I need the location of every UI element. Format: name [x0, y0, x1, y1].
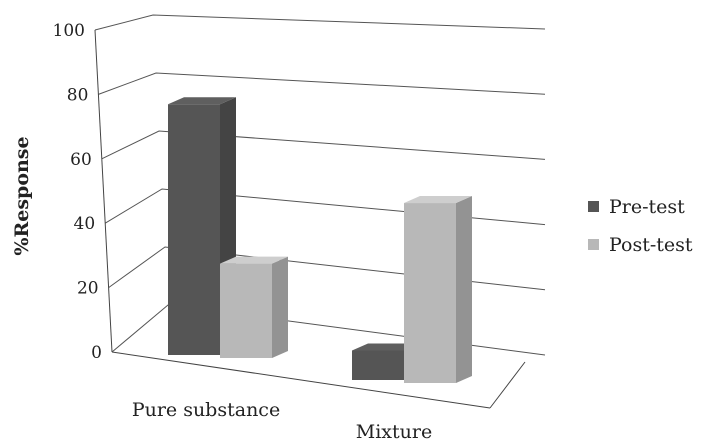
axes — [94, 29, 526, 409]
y-tick-label: 60 — [70, 150, 92, 170]
y-tick-label: 20 — [77, 279, 99, 299]
bar-pre-1-top — [352, 343, 420, 351]
bar-post-1 — [404, 196, 472, 383]
bar-post-0-top — [220, 256, 288, 264]
gridlines — [94, 14, 546, 356]
bar-pre-0-front — [168, 104, 220, 355]
y-tick-label: 40 — [74, 214, 96, 234]
y-axis-title: %Response — [11, 136, 33, 255]
y-tick-label: 100 — [53, 21, 85, 41]
legend-label: Post-test — [609, 234, 693, 256]
legend: Pre-test Post-test — [588, 196, 693, 256]
y-tick-label: 0 — [91, 343, 102, 363]
category-label: Mixture — [356, 421, 432, 443]
legend-swatch — [588, 201, 599, 212]
bar-pre-0-top — [168, 97, 236, 105]
y-tick-label: 80 — [67, 85, 89, 105]
bar-pre-1-front — [352, 350, 404, 380]
bar-post-1-side — [456, 196, 472, 383]
gridline — [94, 14, 546, 31]
bar-post-1-front — [404, 203, 456, 383]
gridline — [101, 130, 546, 160]
bars — [168, 97, 472, 383]
y-tick-labels: 0 20 40 60 80 100 — [53, 21, 102, 363]
floor-left-edge — [111, 351, 491, 409]
bar-post-0-side — [272, 256, 288, 358]
legend-label: Pre-test — [609, 196, 685, 218]
category-labels: Pure substance Mixture — [132, 399, 432, 443]
floor-right-edge — [489, 361, 526, 409]
bar-post-1-top — [404, 196, 472, 204]
legend-swatch — [588, 239, 599, 250]
bar-post-0 — [220, 256, 288, 358]
y-axis-line — [94, 29, 113, 353]
category-label: Pure substance — [132, 399, 280, 421]
gridline — [98, 72, 546, 95]
bar-post-0-front — [220, 263, 272, 358]
